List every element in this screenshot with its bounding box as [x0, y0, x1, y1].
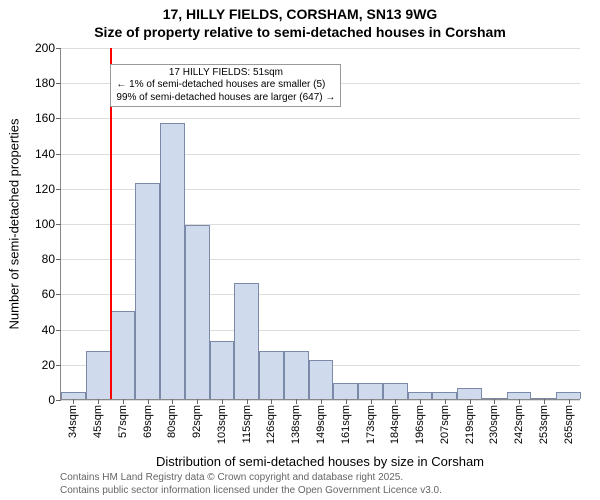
chart-title-line1: 17, HILLY FIELDS, CORSHAM, SN13 9WG	[0, 6, 600, 22]
xtick-mark	[470, 399, 471, 404]
ytick-mark	[56, 400, 61, 401]
xtick-mark	[222, 399, 223, 404]
xtick-mark	[197, 399, 198, 404]
histogram-bar	[185, 225, 210, 399]
histogram-bar	[507, 392, 532, 399]
xtick-label: 45sqm	[92, 405, 104, 438]
histogram-bar	[383, 383, 408, 399]
xtick-label: 207sqm	[439, 405, 451, 444]
ytick-label: 100	[35, 217, 55, 231]
ytick-label: 160	[35, 111, 55, 125]
xtick-mark	[321, 399, 322, 404]
histogram-bar	[309, 360, 334, 399]
plot-area: 02040608010012014016018020034sqm45sqm57s…	[60, 48, 580, 400]
xtick-mark	[420, 399, 421, 404]
ytick-label: 200	[35, 41, 55, 55]
xtick-mark	[371, 399, 372, 404]
histogram-bar	[408, 392, 433, 399]
y-axis-label: Number of semi-detached properties	[7, 119, 22, 330]
ytick-mark	[56, 189, 61, 190]
ytick-mark	[56, 365, 61, 366]
histogram-bar	[160, 123, 185, 399]
xtick-label: 69sqm	[142, 405, 154, 438]
xtick-label: 230sqm	[488, 405, 500, 444]
histogram-bar	[457, 388, 482, 399]
xtick-mark	[494, 399, 495, 404]
histogram-bar	[556, 392, 581, 399]
xtick-label: 34sqm	[67, 405, 79, 438]
xtick-label: 265sqm	[563, 405, 575, 444]
ytick-label: 180	[35, 76, 55, 90]
xtick-mark	[395, 399, 396, 404]
xtick-mark	[569, 399, 570, 404]
ytick-mark	[56, 294, 61, 295]
annotation-box: 17 HILLY FIELDS: 51sqm← 1% of semi-detac…	[110, 64, 341, 108]
histogram-bar	[210, 341, 235, 399]
xtick-label: 149sqm	[315, 405, 327, 444]
ytick-mark	[56, 224, 61, 225]
xtick-mark	[296, 399, 297, 404]
xtick-label: 242sqm	[513, 405, 525, 444]
xtick-label: 184sqm	[389, 405, 401, 444]
histogram-bar	[432, 392, 457, 399]
ytick-label: 120	[35, 182, 55, 196]
xtick-label: 92sqm	[191, 405, 203, 438]
ytick-mark	[56, 118, 61, 119]
xtick-mark	[271, 399, 272, 404]
xtick-mark	[98, 399, 99, 404]
xtick-label: 219sqm	[464, 405, 476, 444]
histogram-bar	[333, 383, 358, 399]
ytick-mark	[56, 48, 61, 49]
xtick-mark	[544, 399, 545, 404]
histogram-bar	[259, 351, 284, 399]
xtick-label: 138sqm	[290, 405, 302, 444]
ytick-label: 80	[42, 252, 55, 266]
histogram-bar	[111, 311, 136, 399]
xtick-label: 80sqm	[166, 405, 178, 438]
xtick-mark	[519, 399, 520, 404]
annotation-line-smaller: ← 1% of semi-detached houses are smaller…	[116, 79, 335, 92]
ytick-mark	[56, 83, 61, 84]
ytick-label: 140	[35, 147, 55, 161]
xtick-mark	[247, 399, 248, 404]
footer-attribution: Contains HM Land Registry data © Crown c…	[60, 472, 442, 497]
annotation-line-larger: 99% of semi-detached houses are larger (…	[116, 92, 335, 105]
histogram-chart: 17, HILLY FIELDS, CORSHAM, SN13 9WG Size…	[0, 0, 600, 500]
histogram-bar	[284, 351, 309, 399]
annotation-title: 17 HILLY FIELDS: 51sqm	[116, 67, 335, 80]
xtick-label: 115sqm	[241, 405, 253, 443]
ytick-label: 40	[42, 323, 55, 337]
xtick-mark	[73, 399, 74, 404]
xtick-label: 103sqm	[216, 405, 228, 444]
histogram-bar	[234, 283, 259, 399]
ytick-mark	[56, 259, 61, 260]
histogram-bar	[86, 351, 111, 399]
ytick-mark	[56, 154, 61, 155]
x-axis-label: Distribution of semi-detached houses by …	[60, 454, 580, 469]
xtick-label: 126sqm	[265, 405, 277, 444]
histogram-bar	[358, 383, 383, 399]
xtick-label: 173sqm	[365, 405, 377, 444]
gridline-h	[61, 154, 580, 155]
xtick-label: 161sqm	[340, 405, 352, 444]
xtick-mark	[445, 399, 446, 404]
footer-line1: Contains HM Land Registry data © Crown c…	[60, 472, 442, 485]
xtick-label: 253sqm	[538, 405, 550, 444]
gridline-h	[61, 48, 580, 49]
xtick-label: 57sqm	[117, 405, 129, 438]
xtick-mark	[148, 399, 149, 404]
xtick-mark	[346, 399, 347, 404]
chart-title-line2: Size of property relative to semi-detach…	[0, 24, 600, 40]
xtick-mark	[123, 399, 124, 404]
gridline-h	[61, 118, 580, 119]
ytick-mark	[56, 330, 61, 331]
xtick-label: 196sqm	[414, 405, 426, 444]
xtick-mark	[172, 399, 173, 404]
histogram-bar	[135, 183, 160, 399]
ytick-label: 60	[42, 287, 55, 301]
footer-line2: Contains public sector information licen…	[60, 485, 442, 498]
histogram-bar	[61, 392, 86, 399]
ytick-label: 20	[42, 358, 55, 372]
ytick-label: 0	[48, 393, 55, 407]
